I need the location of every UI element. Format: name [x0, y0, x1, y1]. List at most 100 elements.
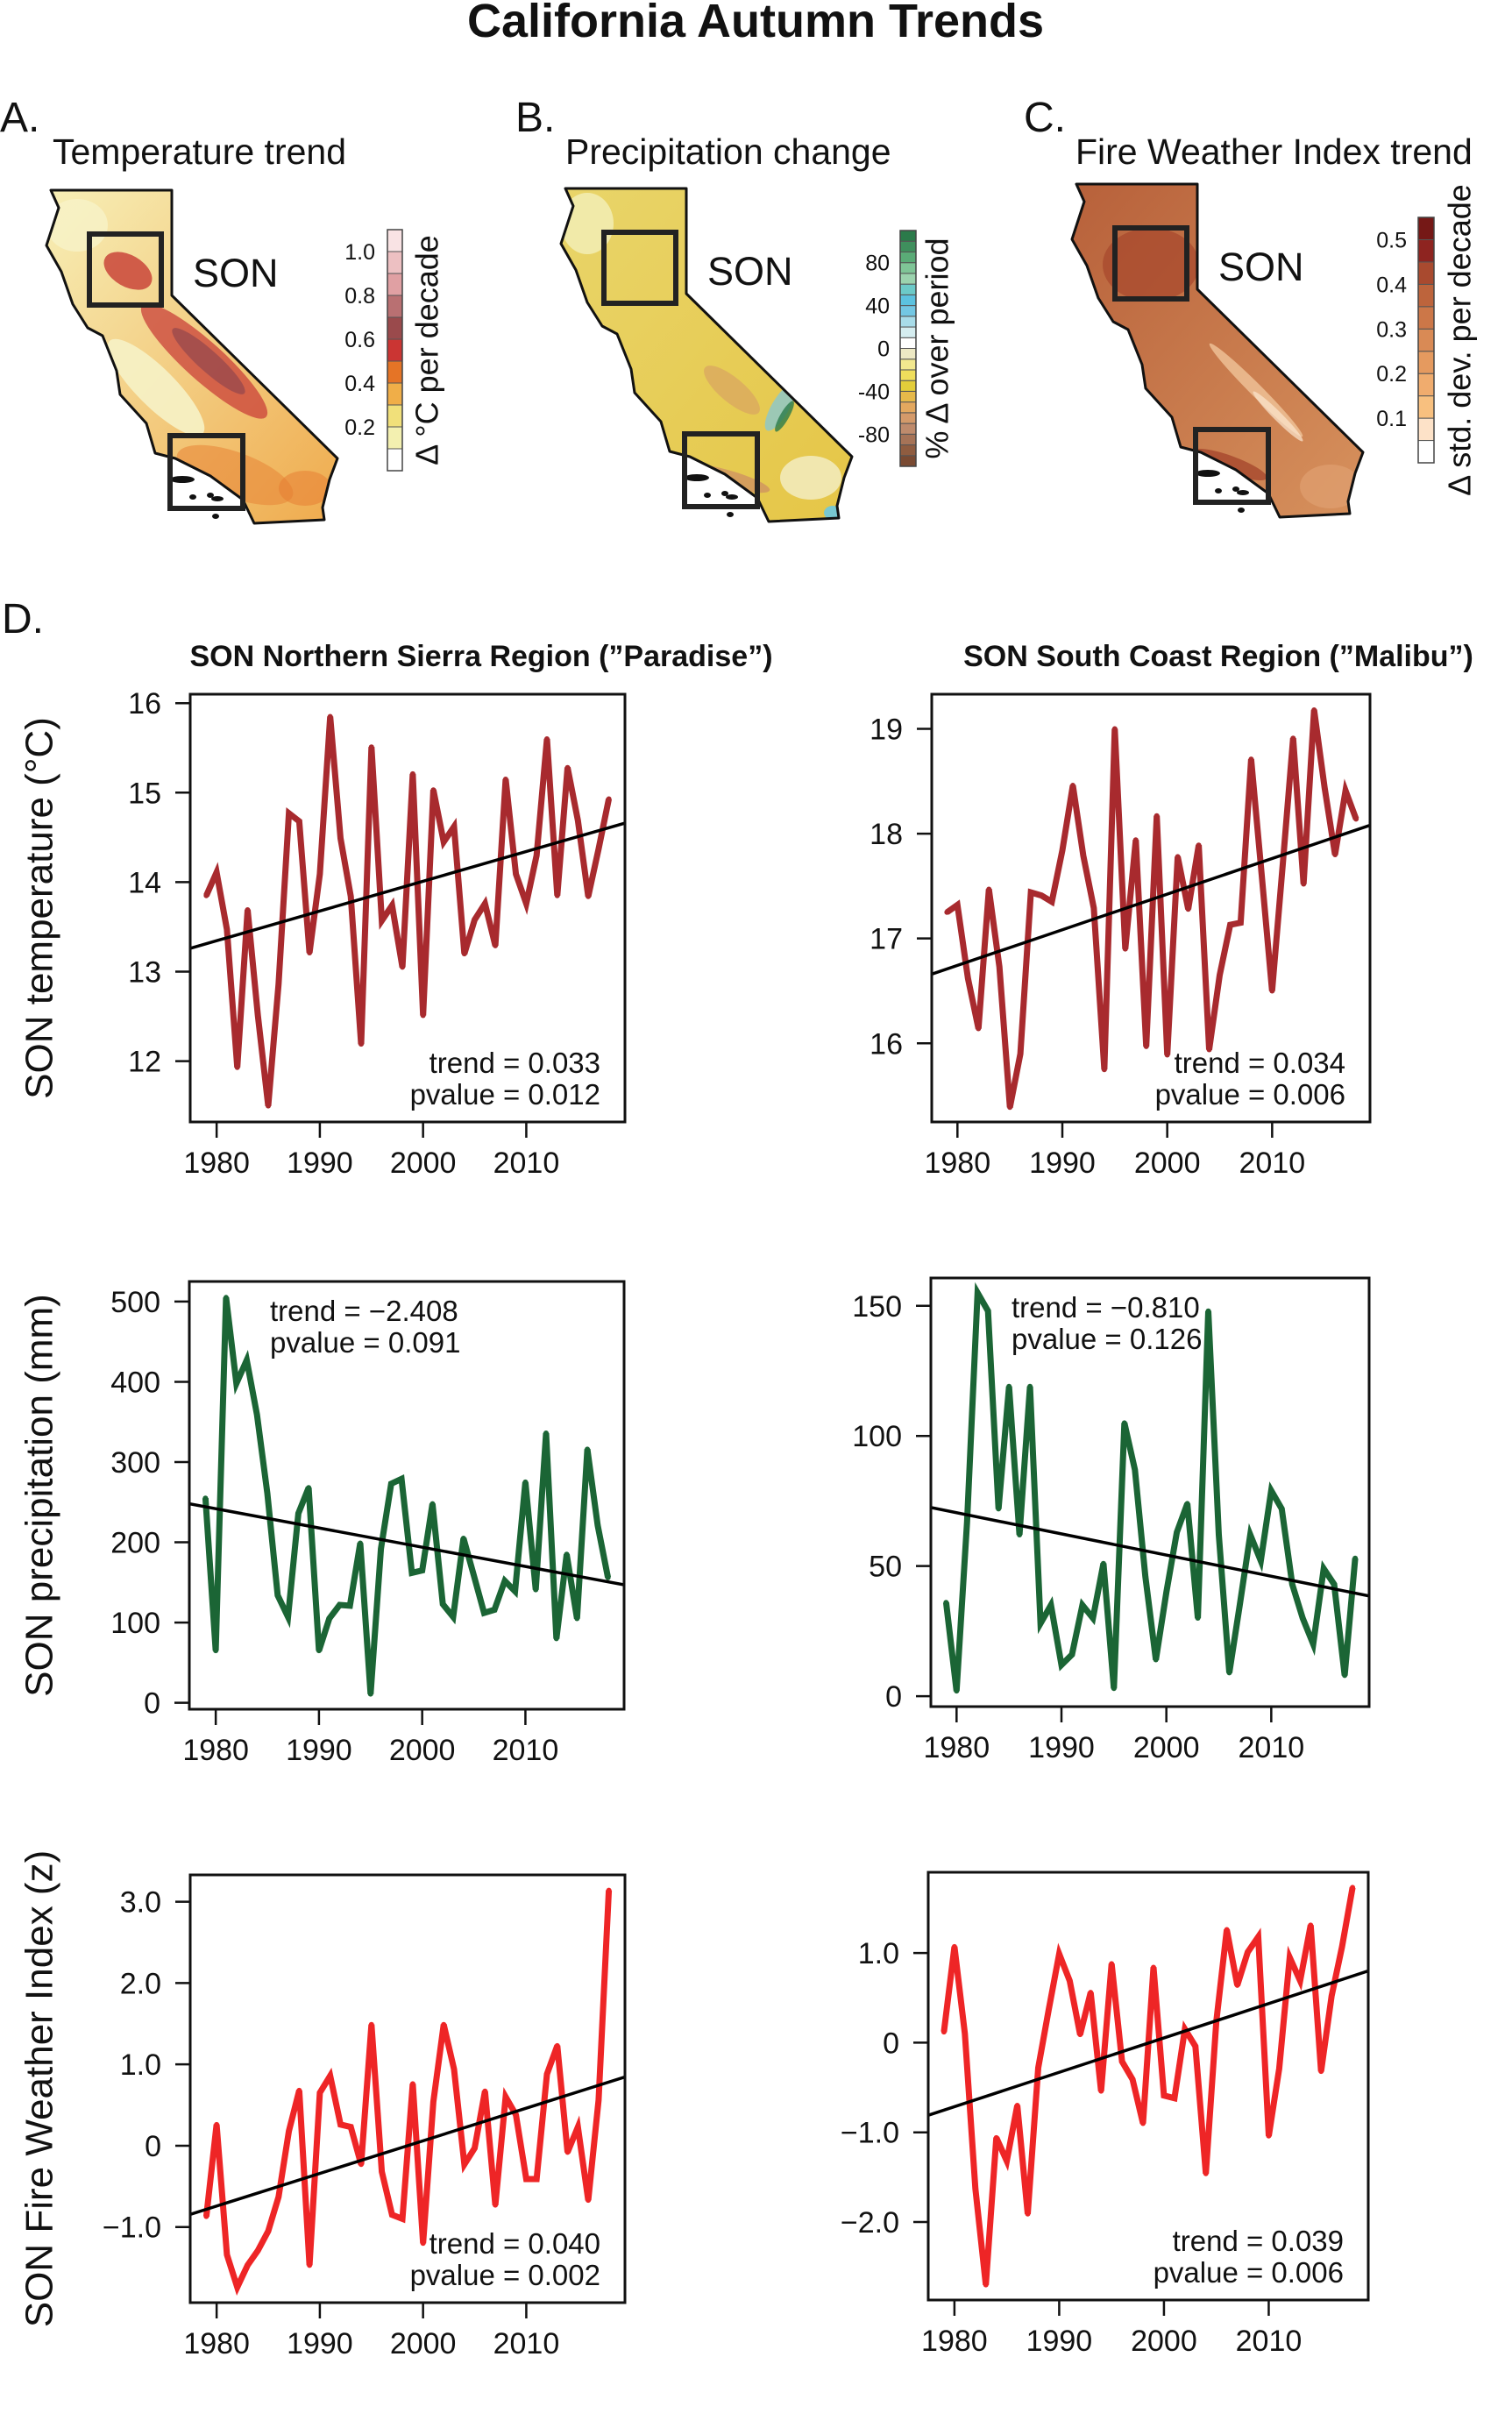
data-point [493, 942, 499, 948]
data-point [1111, 726, 1118, 732]
map-region-shade [172, 328, 245, 394]
x-tick-label: 2000 [390, 2327, 457, 2360]
data-point [1109, 1961, 1115, 1967]
data-point [523, 900, 529, 906]
plot-frame [929, 1276, 1371, 1708]
pvalue-annotation: pvalue = 0.006 [1155, 1078, 1345, 1111]
channel-island [685, 474, 709, 481]
y-tick-label: 400 [110, 1366, 160, 1399]
data-point [233, 1381, 239, 1387]
data-series-line [941, 1886, 1356, 2285]
data-point [1132, 837, 1139, 843]
data-point [543, 2071, 550, 2077]
column-title-paradise: SON Northern Sierra Region (”Paradise”) [189, 640, 772, 673]
data-point [1006, 1383, 1012, 1389]
map-region-shade [1253, 391, 1303, 442]
data-point [1217, 972, 1223, 978]
data-point [265, 1490, 271, 1496]
data-point [389, 902, 395, 908]
data-point [972, 2186, 978, 2192]
data-point [962, 2031, 968, 2037]
colorbar-bin [899, 273, 917, 285]
data-point [1247, 1532, 1253, 1538]
y-tick-label: 500 [110, 1286, 160, 1319]
x-tick-label: 1980 [924, 1147, 990, 1180]
season-label: SON [707, 249, 793, 294]
colorbar-tick-label: 80 [865, 252, 890, 276]
y-tick-label: 0 [883, 2027, 899, 2060]
data-point [502, 776, 508, 782]
x-tick-label: 2010 [1236, 2325, 1303, 2358]
data-point [1090, 905, 1097, 911]
data-point [954, 1688, 960, 1694]
data-point [460, 1535, 466, 1541]
malibu-region-box [167, 433, 245, 511]
data-point [1308, 1922, 1314, 1928]
trend-line [932, 823, 1370, 976]
data-point [441, 839, 447, 845]
colorbar: 0.2 0.4 0.6 0.8 1.0 Δ °C per decade [344, 229, 445, 472]
data-point [1174, 1530, 1180, 1536]
data-point [522, 1479, 529, 1485]
data-point [1268, 1487, 1274, 1494]
data-point [378, 1545, 384, 1551]
x-tick-label: 2000 [1131, 2325, 1197, 2358]
colorbar-bin [899, 412, 917, 424]
data-point [975, 1289, 981, 1296]
data-point [554, 892, 560, 898]
data-point [595, 846, 601, 852]
map-region-shade [176, 444, 294, 506]
data-point [400, 2216, 406, 2222]
plot-frame [926, 1871, 1370, 2302]
y-tick-label: 100 [852, 1420, 902, 1453]
data-point [1185, 906, 1191, 912]
x-tick-label: 2010 [493, 1734, 559, 1767]
data-point [1039, 892, 1045, 898]
x-tick-label: 1990 [1029, 1147, 1096, 1180]
y-tick-label: 150 [852, 1290, 902, 1324]
data-point [1122, 946, 1128, 952]
data-point [203, 2213, 209, 2219]
data-point [1090, 1615, 1096, 1622]
data-point [358, 1041, 365, 1047]
channel-island [721, 491, 728, 496]
colorbar-bin [1417, 328, 1435, 352]
channel-island [1232, 486, 1239, 492]
data-point [1287, 1955, 1293, 1961]
data-point [337, 835, 344, 841]
x-tick-label: 1990 [1026, 2325, 1093, 2358]
data-point [1132, 1466, 1138, 1473]
data-point [358, 2162, 365, 2168]
y-tick-label: 50 [869, 1551, 902, 1584]
colorbar-bin [899, 326, 917, 338]
data-point [1331, 1581, 1338, 1587]
channel-island [1215, 488, 1222, 493]
x-tick-label: 2010 [493, 1147, 560, 1180]
channel-island [212, 514, 219, 519]
data-point [513, 871, 519, 877]
colorbar-label: Δ °C per decade [409, 235, 445, 465]
data-point [348, 893, 354, 899]
colorbar-bin [387, 382, 403, 406]
data-point [523, 2176, 529, 2182]
data-point [1226, 1670, 1232, 1676]
x-tick-label: 2000 [390, 1147, 457, 1180]
data-point [1245, 1949, 1251, 1956]
colorbar-bin [1417, 440, 1435, 464]
x-tick-label: 1980 [182, 1734, 249, 1767]
data-point [543, 736, 550, 742]
colorbar-bin [899, 283, 917, 295]
colorbar-tick-label: 0.4 [344, 372, 375, 396]
x-tick-label: 2000 [1133, 1731, 1200, 1764]
data-point [1014, 2102, 1020, 2108]
colorbar-bin [899, 348, 917, 360]
colorbar-bin [899, 369, 917, 381]
y-tick-label: −1.0 [103, 2211, 161, 2245]
colorbar-tick-label: 0.4 [1376, 273, 1407, 297]
data-point [1038, 1620, 1044, 1626]
data-point [594, 1523, 600, 1529]
colorbar-bin [387, 316, 403, 340]
trend-annotation: trend = 0.034 [1175, 1047, 1345, 1079]
data-point [337, 1601, 343, 1608]
data-point [1088, 1990, 1094, 1996]
